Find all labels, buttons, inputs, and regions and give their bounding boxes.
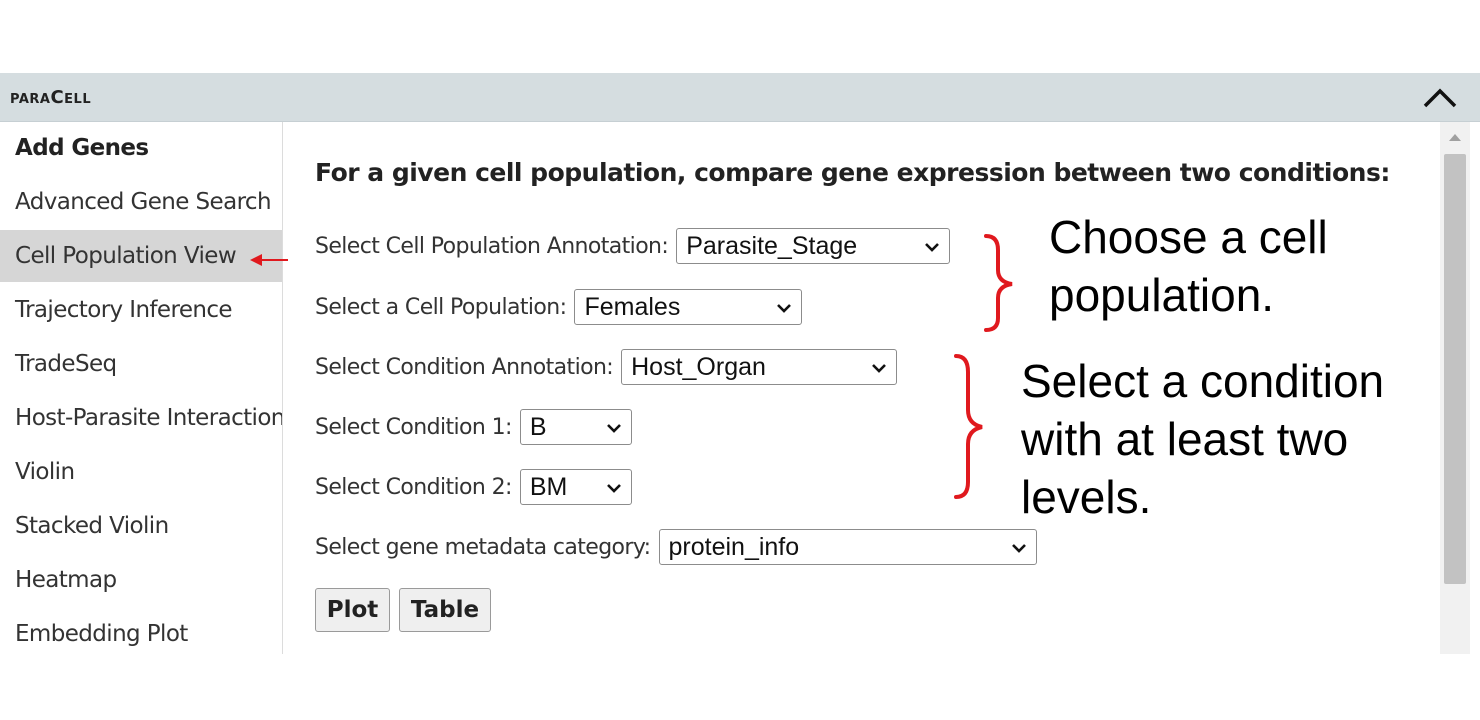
gene-metadata-category-label: Select gene metadata category: [315, 534, 651, 560]
cell-population-select[interactable]: Females [574, 289, 803, 325]
select-value: BM [529, 472, 568, 501]
chevron-down-icon [925, 243, 940, 252]
panel-title: paraCell [10, 87, 92, 108]
select-value: Females [584, 292, 681, 321]
sidebar-item-label: Host-Parasite Interactions [15, 405, 282, 431]
cell-population-annotation-label: Select Cell Population Annotation: [315, 233, 669, 259]
sidebar-item-heatmap[interactable]: Heatmap [0, 554, 282, 606]
cell-population-annotation-row: Select Cell Population Annotation: Paras… [315, 228, 951, 264]
sidebar-item-violin[interactable]: Violin [0, 446, 282, 498]
select-value: B [529, 412, 547, 441]
annotation-line: Choose a cell [1049, 211, 1328, 263]
annotation-line: population. [1049, 269, 1275, 321]
main-content: For a given cell population, compare gen… [283, 122, 1438, 654]
sidebar-item-cell-population-view[interactable]: Cell Population View [0, 230, 282, 282]
condition-2-label: Select Condition 2: [315, 474, 512, 500]
cell-population-annotation-select[interactable]: Parasite_Stage [676, 228, 951, 264]
annotation-line: with at least two [1021, 413, 1349, 465]
sidebar-item-trajectory-inference[interactable]: Trajectory Inference [0, 284, 282, 336]
select-value: Host_Organ [631, 352, 766, 381]
sidebar-item-embedding-plot[interactable]: Embedding Plot [0, 608, 282, 654]
condition-1-row: Select Condition 1: B [315, 409, 632, 445]
sidebar-item-stacked-violin[interactable]: Stacked Violin [0, 500, 282, 552]
sidebar-item-label: TradeSeq [15, 351, 117, 377]
chevron-down-icon [872, 364, 887, 373]
sidebar-nav: Add Genes Advanced Gene Search Cell Popu… [0, 122, 283, 654]
select-value: protein_info [668, 532, 800, 561]
annotation-condition: Select a condition with at least two lev… [1021, 352, 1384, 526]
gene-metadata-category-row: Select gene metadata category: protein_i… [315, 529, 1037, 565]
annotation-cell-population: Choose a cell population. [1049, 208, 1328, 324]
sidebar-item-label: Stacked Violin [15, 513, 169, 539]
sidebar-item-label: Violin [15, 459, 75, 485]
condition-2-select[interactable]: BM [519, 469, 632, 505]
chevron-down-icon [606, 484, 621, 493]
sidebar-item-advanced-gene-search[interactable]: Advanced Gene Search [0, 176, 282, 228]
plot-button[interactable]: Plot [315, 588, 390, 632]
panel-header: paraCell [0, 73, 1480, 122]
sidebar-item-label: Add Genes [15, 135, 149, 161]
sidebar-item-label: Advanced Gene Search [15, 189, 272, 215]
condition-2-row: Select Condition 2: BM [315, 469, 632, 505]
condition-annotation-label: Select Condition Annotation: [315, 354, 614, 380]
chevron-down-icon [777, 304, 792, 313]
condition-annotation-row: Select Condition Annotation: Host_Organ [315, 349, 898, 385]
sidebar-item-tradeseq[interactable]: TradeSeq [0, 338, 282, 390]
sidebar-item-label: Cell Population View [15, 243, 237, 269]
select-value: Parasite_Stage [686, 231, 858, 260]
condition-annotation-select[interactable]: Host_Organ [621, 349, 898, 385]
sidebar-item-label: Embedding Plot [15, 621, 188, 647]
sidebar-item-label: Trajectory Inference [15, 297, 233, 323]
chevron-up-icon [1423, 88, 1457, 108]
condition-1-label: Select Condition 1: [315, 414, 512, 440]
sidebar-item-add-genes[interactable]: Add Genes [0, 122, 282, 174]
annotation-line: Select a condition [1021, 355, 1385, 407]
scrollbar[interactable] [1440, 122, 1470, 654]
table-button[interactable]: Table [399, 588, 491, 632]
scrollbar-thumb[interactable] [1444, 154, 1466, 584]
cell-population-label: Select a Cell Population: [315, 294, 567, 320]
sidebar-item-label: Heatmap [15, 567, 117, 593]
annotation-line: levels. [1021, 471, 1152, 523]
gene-metadata-category-select[interactable]: protein_info [658, 529, 1037, 565]
chevron-down-icon [606, 424, 621, 433]
chevron-down-icon [1011, 544, 1026, 553]
scroll-up-arrow-icon[interactable] [1449, 134, 1461, 141]
collapse-button[interactable] [1418, 77, 1462, 117]
condition-1-select[interactable]: B [519, 409, 632, 445]
cell-population-row: Select a Cell Population: Females [315, 289, 803, 325]
page-heading: For a given cell population, compare gen… [315, 158, 1390, 187]
sidebar-item-host-parasite-interactions[interactable]: Host-Parasite Interactions [0, 392, 282, 444]
